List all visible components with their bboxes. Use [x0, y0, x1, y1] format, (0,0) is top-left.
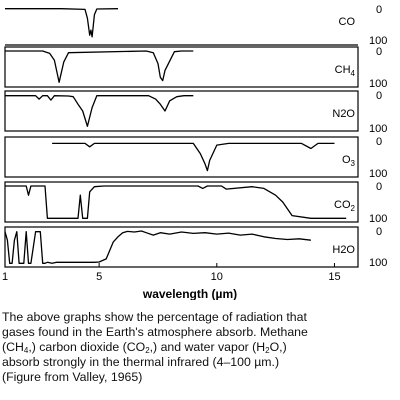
y-tick-bottom-4: 100 — [369, 168, 387, 180]
series-line-o3 — [52, 142, 335, 172]
y-tick-bottom-1: 100 — [369, 35, 387, 47]
x-axis-label: wavelength (µm) — [142, 287, 237, 300]
x-tick-label-10: 10 — [211, 271, 223, 283]
panel-frame-ch4 — [4, 46, 359, 88]
x-tick-label-15: 15 — [328, 271, 340, 283]
absorption-chart-svg: CO0CH40N2O0O30CO20H2O0100100100100100100… — [2, 4, 387, 300]
caption-line-3a: (CH — [2, 340, 24, 354]
x-tick-label-1: 1 — [2, 271, 8, 283]
caption-line-3c: ,) and water vapor (H — [149, 340, 266, 354]
panel-label-o3: O3 — [342, 154, 356, 168]
y-tick-bottom-3: 100 — [369, 123, 387, 135]
caption-sub-h2o: 2 — [265, 346, 270, 355]
caption-line-5: (Figure from Valley, 1965) — [2, 370, 143, 384]
series-line-n2o — [5, 95, 194, 127]
series-line-co — [5, 8, 119, 38]
panel-frame-h2o — [4, 226, 359, 268]
panel-frame-co2 — [4, 181, 359, 223]
caption-line-1: The above graphs show the percentage of … — [2, 310, 307, 324]
panel-label-n2o: N2O — [332, 108, 355, 120]
series-line-h2o — [4, 230, 311, 264]
y-tick-top-co: 0 — [376, 4, 382, 16]
series-line-co2 — [5, 185, 347, 219]
x-tick-label-5: 5 — [96, 271, 102, 283]
caption-line-2: gases found in the Earth's atmosphere ab… — [2, 325, 308, 339]
panel-label-ch4: CH4 — [335, 64, 356, 78]
caption-line-4: absorb strongly in the thermal infrared … — [2, 355, 280, 369]
figure-caption: The above graphs show the percentage of … — [2, 310, 398, 385]
y-tick-top-co2: 0 — [376, 181, 382, 193]
y-tick-top-ch4: 0 — [376, 46, 382, 58]
y-tick-bottom-2: 100 — [369, 78, 387, 90]
y-tick-top-o3: 0 — [376, 136, 382, 148]
panel-frame-o3 — [4, 136, 359, 178]
panel-frame-n2o — [4, 90, 359, 132]
panel-label-co: CO — [339, 16, 356, 28]
caption-sub-co2: 2 — [145, 346, 150, 355]
absorption-chart: CO 0 CH4 0 N2O 0 O3 0 CO2 0 H2O 0 100 100 100 100 100 100… — [2, 4, 387, 300]
panel-label-h2o: H2O — [332, 244, 355, 256]
caption-line-3d: O,) — [269, 340, 287, 354]
y-tick-bottom-6: 100 — [369, 257, 387, 269]
y-tick-bottom-5: 100 — [369, 213, 387, 225]
series-line-ch4 — [5, 50, 194, 83]
caption-line-3b: ,) carbon dioxide (CO — [28, 340, 146, 354]
y-tick-top-n2o: 0 — [376, 90, 382, 102]
panel-label-co2: CO2 — [334, 199, 356, 213]
caption-sub-ch4: 4 — [23, 346, 29, 355]
y-tick-top-h2o: 0 — [376, 226, 382, 238]
